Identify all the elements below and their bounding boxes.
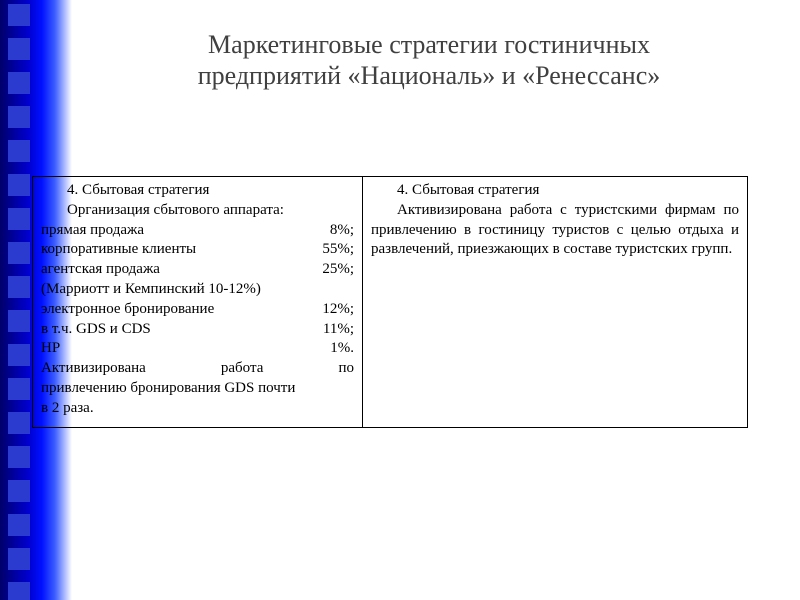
- sidebar-square: [8, 38, 30, 60]
- title-line-2: предприятий «Националь» и «Ренессанс»: [198, 61, 661, 90]
- left-heading: 4. Сбытовая стратегия: [41, 181, 354, 201]
- strategy-table: 4. Сбытовая стратегия Организация сбытов…: [32, 176, 748, 428]
- sidebar-square: [8, 446, 30, 468]
- row-value: 11%;: [323, 320, 354, 340]
- table-row: корпоративные клиенты 55%;: [41, 240, 354, 260]
- row-label: электронное бронирование: [41, 300, 214, 320]
- sidebar-square: [8, 378, 30, 400]
- sidebar-square: [8, 4, 30, 26]
- left-rows-continued: электронное бронирование12%;в т.ч. GDS и…: [41, 300, 354, 359]
- row-label: HP: [41, 339, 60, 359]
- table-row: прямая продажа 8%;: [41, 221, 354, 241]
- sidebar-square: [8, 344, 30, 366]
- row-label: в т.ч. GDS и CDS: [41, 320, 151, 340]
- sidebar-square: [8, 140, 30, 162]
- left-footer-line3: в 2 раза.: [41, 399, 354, 419]
- row-value: 25%;: [322, 260, 354, 280]
- sidebar-square: [8, 480, 30, 502]
- table-row: агентская продажа 25%;: [41, 260, 354, 280]
- sidebar-square: [8, 548, 30, 570]
- slide: Маркетинговые стратегии гостиничных пред…: [0, 0, 800, 600]
- right-body: Активизирована работа с туристскими фирм…: [371, 201, 739, 260]
- table-cell-left: 4. Сбытовая стратегия Организация сбытов…: [33, 177, 363, 427]
- left-footer-line1: Активизирована работа по: [41, 359, 354, 379]
- sidebar-square: [8, 582, 30, 600]
- row-label: агентская продажа: [41, 260, 160, 280]
- table-cell-right: 4. Сбытовая стратегия Активизирована раб…: [363, 177, 747, 427]
- sidebar-square: [8, 310, 30, 332]
- row-value: 55%;: [322, 240, 354, 260]
- row-label: прямая продажа: [41, 221, 144, 241]
- left-subheading: Организация сбытового аппарата:: [41, 201, 354, 221]
- row-value: 12%;: [322, 300, 354, 320]
- right-heading: 4. Сбытовая стратегия: [371, 181, 739, 201]
- left-footer-line2: привлечению бронирования GDS почти: [41, 379, 354, 399]
- sidebar-square: [8, 276, 30, 298]
- left-rows: прямая продажа 8%; корпоративные клиенты 55…: [41, 221, 354, 280]
- sidebar-square: [8, 208, 30, 230]
- row-value: 8%;: [330, 221, 354, 241]
- sidebar-square: [8, 514, 30, 536]
- table-row: HP 1%.: [41, 339, 354, 359]
- table-row: электронное бронирование 12%;: [41, 300, 354, 320]
- sidebar-square: [8, 106, 30, 128]
- row-value: 1%.: [330, 339, 354, 359]
- table-row: в т.ч. GDS и CDS 11%;: [41, 320, 354, 340]
- left-note: (Марриотт и Кемпинский 10-12%): [41, 280, 354, 300]
- sidebar-square: [8, 412, 30, 434]
- page-title: Маркетинговые стратегии гостиничных пред…: [78, 30, 780, 91]
- row-label: корпоративные клиенты: [41, 240, 196, 260]
- title-line-1: Маркетинговые стратегии гостиничных: [208, 30, 650, 59]
- sidebar-square: [8, 72, 30, 94]
- sidebar-square: [8, 174, 30, 196]
- sidebar-square: [8, 242, 30, 264]
